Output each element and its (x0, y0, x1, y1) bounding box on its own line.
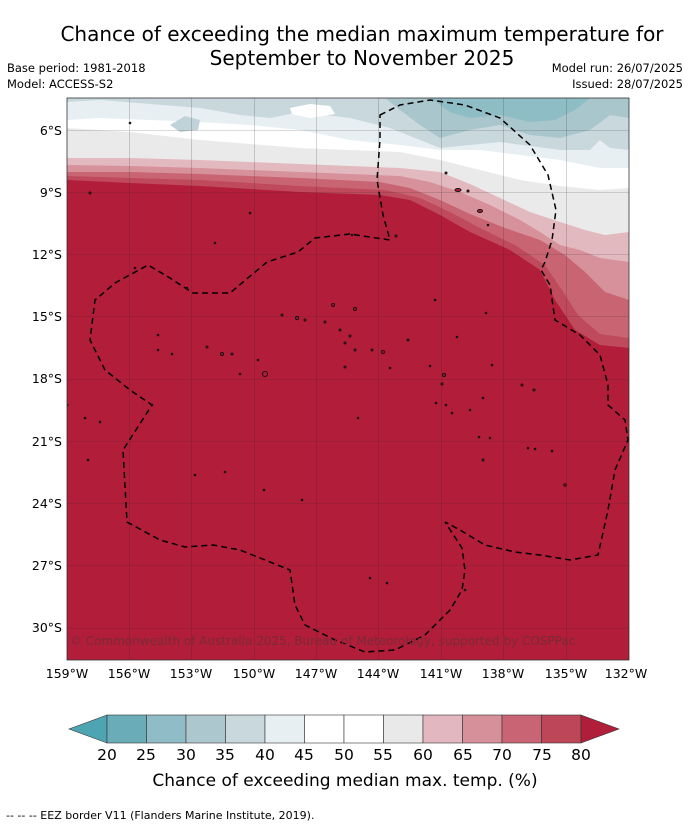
eez-footnote: -- -- -- EEZ border V11 (Flanders Marine… (6, 809, 315, 822)
lon-label-153w: 153°W (169, 666, 213, 681)
lat-label-15s: 15°S (31, 309, 62, 324)
model-name: Model: ACCESS-S2 (7, 77, 114, 91)
lat-label-6s: 6°S (39, 123, 62, 138)
colorbar-high-extension (580, 714, 620, 744)
eez-border (89, 99, 629, 653)
lon-label-144w: 144°W (356, 666, 400, 681)
lat-label-27s: 27°S (31, 558, 62, 573)
colorbar-tick: 60 (413, 746, 433, 764)
lat-label-18s: 18°S (31, 371, 62, 386)
lat-label-21s: 21°S (31, 434, 62, 449)
colorbar-tick: 25 (136, 746, 156, 764)
lon-label-138w: 138°W (481, 666, 525, 681)
title-line-1: Chance of exceeding the median maximum t… (60, 22, 664, 46)
colorbar-tick: 70 (492, 746, 512, 764)
lat-label-24s: 24°S (31, 496, 62, 511)
probability-field (67, 98, 629, 660)
lon-label-132w: 132°W (604, 666, 648, 681)
lat-label-9s: 9°S (39, 185, 62, 200)
colorbar-low-extension (68, 714, 108, 744)
islands (67, 121, 567, 592)
gridlines (67, 98, 629, 660)
colorbar-segment (501, 714, 542, 744)
field-white-patch (290, 104, 335, 118)
copyright-notice: © Commonwealth of Australia 2025, Bureau… (70, 634, 576, 648)
colorbar-segment (383, 714, 424, 744)
lon-label-147w: 147°W (294, 666, 338, 681)
colorbar-tick: 45 (294, 746, 314, 764)
model-run: Model run: 26/07/2025 (551, 61, 683, 75)
colorbar-segment (185, 714, 226, 744)
colorbar-tick: 30 (176, 746, 196, 764)
lat-label-30s: 30°S (31, 620, 62, 635)
colorbar-segment (264, 714, 305, 744)
colorbar-segment (106, 714, 147, 744)
map-frame (66, 97, 630, 661)
colorbar-segment (541, 714, 582, 744)
colorbar-segment (343, 714, 384, 744)
colorbar-tick: 65 (453, 746, 473, 764)
lon-label-159w: 159°W (45, 666, 89, 681)
base-period: Base period: 1981-2018 (7, 61, 146, 75)
colorbar-tick: 20 (97, 746, 117, 764)
colorbar-segment (225, 714, 266, 744)
issued-date: Issued: 28/07/2025 (572, 77, 683, 91)
meta-left: Base period: 1981-2018 Model: ACCESS-S2 (7, 60, 146, 92)
map-title: Chance of exceeding the median maximum t… (0, 22, 690, 70)
colorbar-tick: 50 (334, 746, 354, 764)
colorbar-tick: 40 (255, 746, 275, 764)
colorbar-segment (462, 714, 503, 744)
colorbar-segment (422, 714, 463, 744)
colorbar-tick: 55 (373, 746, 393, 764)
colorbar (68, 714, 620, 744)
colorbar-segment (304, 714, 345, 744)
meta-right: Model run: 26/07/2025 Issued: 28/07/2025 (552, 60, 683, 92)
colorbar-segment (146, 714, 187, 744)
title-line-2: September to November 2025 (209, 46, 515, 70)
lat-label-12s: 12°S (31, 247, 62, 262)
field-light-patch (170, 116, 200, 132)
lon-label-135w: 135°W (544, 666, 588, 681)
colorbar-title: Chance of exceeding median max. temp. (%… (152, 771, 538, 791)
colorbar-tick: 75 (532, 746, 552, 764)
lon-label-150w: 150°W (232, 666, 276, 681)
colorbar-tick: 35 (215, 746, 235, 764)
lon-label-141w: 141°W (419, 666, 463, 681)
field-band-25 (430, 98, 590, 122)
colorbar-tick: 80 (571, 746, 591, 764)
lon-label-156w: 156°W (107, 666, 151, 681)
